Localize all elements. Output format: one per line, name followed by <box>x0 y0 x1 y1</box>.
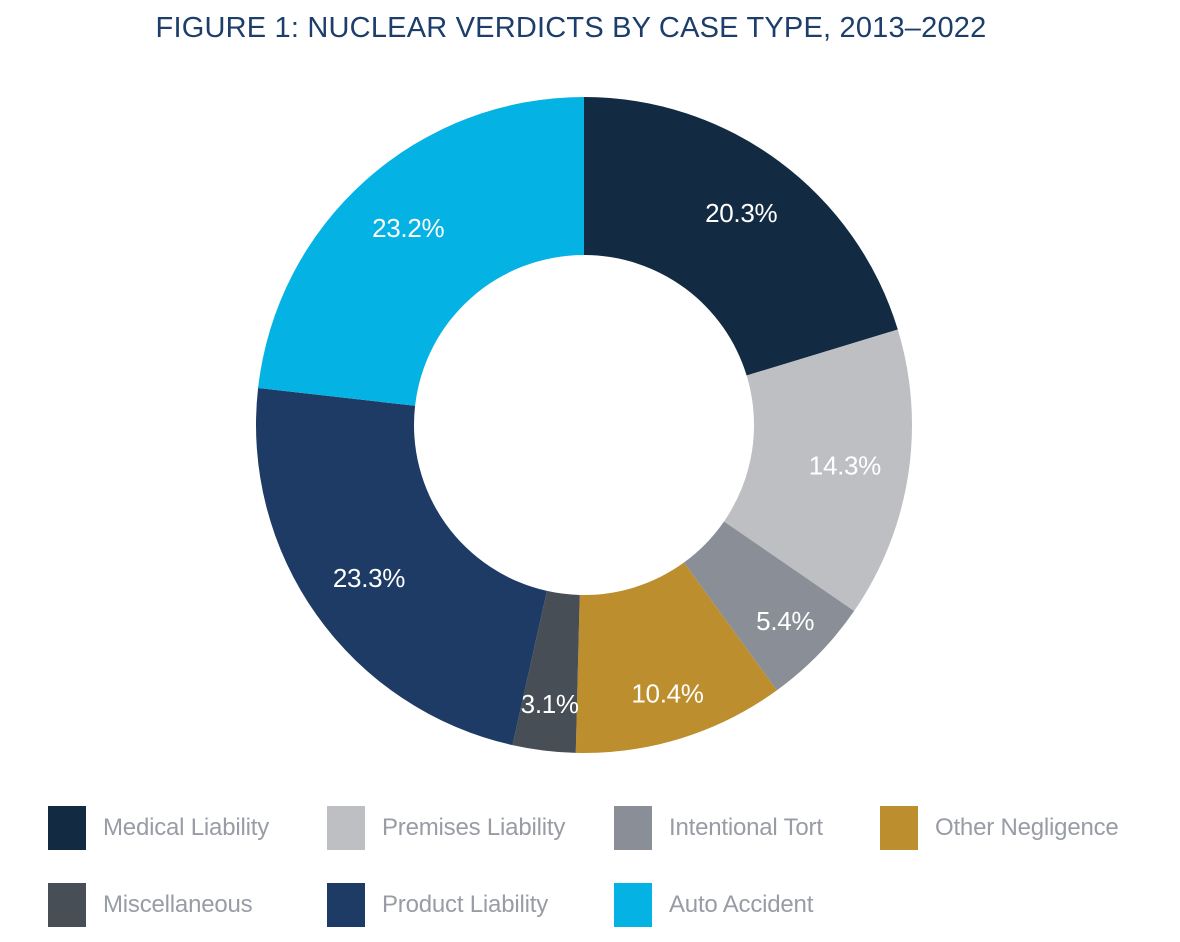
slice-premises-liability <box>724 329 912 612</box>
legend-swatch-other-negligence <box>880 806 918 850</box>
figure-title: FIGURE 1: NUCLEAR VERDICTS BY CASE TYPE,… <box>155 12 987 44</box>
legend-label: Product Liability <box>382 891 549 918</box>
legend-item-product-liability: Product Liability <box>327 883 614 927</box>
legend-swatch-medical-liability <box>48 806 86 850</box>
legend-item-other-negligence: Other Negligence <box>880 806 1158 850</box>
slice-value-label-medical-liability: 20.3% <box>705 198 777 228</box>
legend-swatch-product-liability <box>327 883 365 927</box>
slice-product-liability <box>256 387 547 746</box>
legend-swatch-auto-accident <box>614 883 652 927</box>
slice-value-label-intentional-tort: 5.4% <box>756 606 814 636</box>
legend-label: Medical Liability <box>103 814 270 841</box>
legend-label: Miscellaneous <box>103 891 253 918</box>
slice-auto-accident <box>258 97 584 406</box>
legend-item-miscellaneous: Miscellaneous <box>48 883 327 927</box>
slice-value-label-product-liability: 23.3% <box>333 563 405 593</box>
legend-item-auto-accident: Auto Accident <box>614 883 880 927</box>
slice-value-label-other-negligence: 10.4% <box>631 678 703 708</box>
legend-item-intentional-tort: Intentional Tort <box>614 806 880 850</box>
legend-swatch-miscellaneous <box>48 883 86 927</box>
legend-label: Premises Liability <box>382 814 566 841</box>
slice-medical-liability <box>584 97 898 376</box>
slice-value-label-premises-liability: 14.3% <box>809 451 881 481</box>
legend-item-medical-liability: Medical Liability <box>48 806 327 850</box>
legend-item-premises-liability: Premises Liability <box>327 806 614 850</box>
legend-label: Intentional Tort <box>669 814 823 841</box>
slice-miscellaneous <box>512 590 580 753</box>
slice-other-negligence <box>575 562 777 754</box>
slice-value-label-auto-accident: 23.2% <box>372 213 444 243</box>
legend-swatch-intentional-tort <box>614 806 652 850</box>
donut-chart: 20.3% 14.3% 5.4% 10.4% 3.1% 23.3% 23.2% <box>256 97 912 754</box>
legend-label: Auto Accident <box>669 891 814 918</box>
slice-intentional-tort <box>683 521 855 691</box>
legend-swatch-premises-liability <box>327 806 365 850</box>
chart-legend: Medical Liability Premises Liability Inten… <box>48 806 1158 927</box>
legend-label: Other Negligence <box>935 814 1119 841</box>
slice-value-label-miscellaneous: 3.1% <box>521 689 579 719</box>
